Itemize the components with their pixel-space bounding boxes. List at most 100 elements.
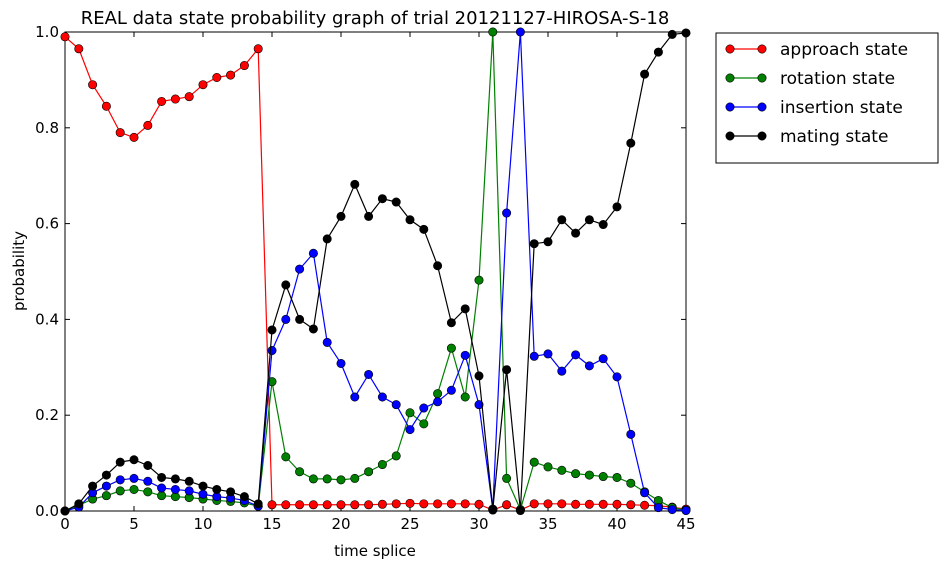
data-point-rotation-state <box>460 392 470 402</box>
data-point-mating-state <box>557 215 567 225</box>
data-point-mating-state <box>226 487 236 497</box>
x-axis-label: time splice <box>334 542 416 560</box>
legend-label-rotation-state: rotation state <box>780 69 895 89</box>
data-point-approach-state <box>502 500 512 510</box>
data-point-insertion-state <box>143 476 153 486</box>
x-tick-label: 5 <box>129 515 139 533</box>
data-point-approach-state <box>157 96 167 106</box>
data-point-rotation-state <box>571 469 581 479</box>
data-point-rotation-state <box>322 474 332 484</box>
data-point-approach-state <box>184 92 194 102</box>
x-tick-label: 35 <box>538 515 557 533</box>
data-point-insertion-state <box>474 400 484 410</box>
data-point-approach-state <box>198 80 208 90</box>
series-line-insertion-state <box>64 31 687 512</box>
data-point-rotation-state <box>598 472 608 482</box>
data-point-mating-state <box>184 476 194 486</box>
data-point-mating-state <box>474 371 484 381</box>
data-point-mating-state <box>281 280 291 290</box>
data-point-approach-state <box>115 128 125 138</box>
data-point-mating-state <box>364 211 374 221</box>
data-point-insertion-state <box>626 429 636 439</box>
data-point-insertion-state <box>295 264 305 274</box>
data-point-insertion-state <box>584 361 594 371</box>
data-point-insertion-state <box>653 503 663 513</box>
data-point-mating-state <box>377 194 387 204</box>
legend-marker-rotation-state <box>725 73 735 83</box>
data-point-approach-state <box>88 80 98 90</box>
data-point-approach-state <box>433 499 443 509</box>
data-point-insertion-state <box>667 505 677 515</box>
data-point-insertion-state <box>336 358 346 368</box>
data-point-approach-state <box>226 70 236 80</box>
data-point-mating-state <box>488 505 498 515</box>
data-point-approach-state <box>322 500 332 510</box>
data-point-approach-state <box>557 499 567 509</box>
y-tick-label: 1.0 <box>35 23 59 41</box>
data-point-rotation-state <box>474 275 484 285</box>
data-point-rotation-state <box>115 486 125 496</box>
data-point-insertion-state <box>543 349 553 359</box>
legend-marker-insertion-state <box>725 102 735 112</box>
y-tick-label: 0.4 <box>35 310 59 328</box>
data-point-mating-state <box>681 28 691 38</box>
data-point-insertion-state <box>101 481 111 491</box>
data-point-insertion-state <box>598 354 608 364</box>
data-point-approach-state <box>405 498 415 508</box>
data-point-insertion-state <box>515 27 525 37</box>
data-point-insertion-state <box>502 208 512 218</box>
data-point-rotation-state <box>129 484 139 494</box>
data-point-insertion-state <box>446 385 456 395</box>
data-point-approach-state <box>460 499 470 509</box>
x-tick-label: 20 <box>331 515 350 533</box>
data-point-mating-state <box>322 234 332 244</box>
data-point-approach-state <box>626 500 636 510</box>
data-point-rotation-state <box>157 491 167 501</box>
data-point-mating-state <box>253 499 263 509</box>
data-point-approach-state <box>377 499 387 509</box>
data-point-approach-state <box>598 499 608 509</box>
data-point-approach-state <box>571 499 581 509</box>
data-point-rotation-state <box>143 487 153 497</box>
legend-marker-mating-state <box>757 131 767 141</box>
data-point-insertion-state <box>170 484 180 494</box>
data-point-mating-state <box>308 324 318 334</box>
data-point-mating-state <box>419 224 429 234</box>
data-point-rotation-state <box>488 27 498 37</box>
data-point-mating-state <box>653 47 663 57</box>
data-point-mating-state <box>239 492 249 502</box>
data-point-insertion-state <box>571 350 581 360</box>
data-point-approach-state <box>170 94 180 104</box>
data-point-mating-state <box>391 197 401 207</box>
data-point-insertion-state <box>281 314 291 324</box>
data-point-approach-state <box>529 499 539 509</box>
x-tick-label: 0 <box>60 515 70 533</box>
data-point-insertion-state <box>364 369 374 379</box>
x-tick-label: 40 <box>607 515 626 533</box>
data-point-mating-state <box>612 202 622 212</box>
data-point-rotation-state <box>364 467 374 477</box>
data-point-approach-state <box>101 101 111 111</box>
x-tick-label: 25 <box>400 515 419 533</box>
data-point-mating-state <box>115 457 125 467</box>
data-point-mating-state <box>350 179 360 189</box>
data-point-mating-state <box>598 220 608 230</box>
data-point-mating-state <box>640 69 650 79</box>
data-point-rotation-state <box>281 452 291 462</box>
data-point-approach-state <box>129 132 139 142</box>
data-point-approach-state <box>612 499 622 509</box>
legend-marker-mating-state <box>725 131 735 141</box>
data-point-approach-state <box>281 500 291 510</box>
data-point-approach-state <box>364 500 374 510</box>
y-axis-label: probability <box>10 231 28 311</box>
data-point-insertion-state <box>157 483 167 493</box>
data-point-approach-state <box>391 499 401 509</box>
data-point-mating-state <box>157 472 167 482</box>
data-point-insertion-state <box>419 403 429 413</box>
data-point-mating-state <box>529 239 539 249</box>
data-point-insertion-state <box>529 351 539 361</box>
data-point-rotation-state <box>626 478 636 488</box>
data-point-insertion-state <box>267 346 277 356</box>
data-point-approach-state <box>308 500 318 510</box>
